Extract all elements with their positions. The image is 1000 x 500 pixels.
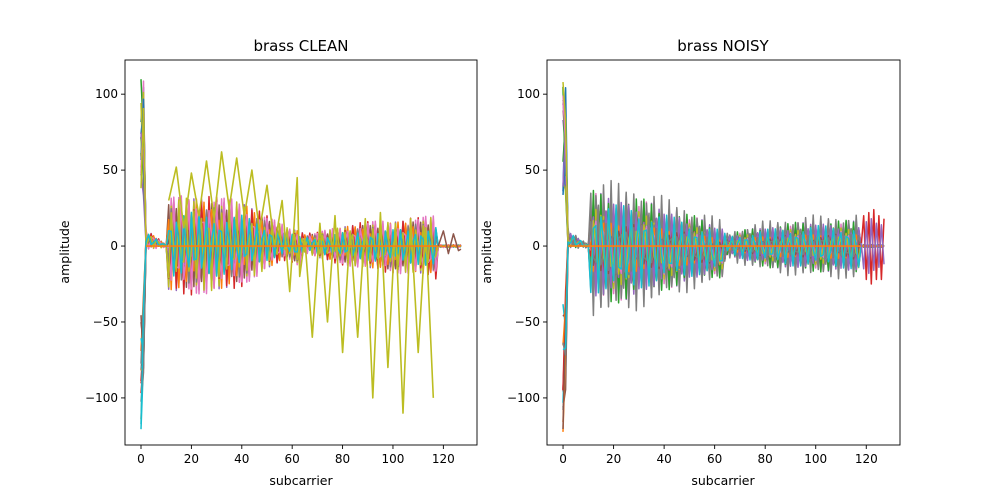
noisy-chart-title: brass NOISY (677, 37, 769, 55)
noisy-x-tick-label: 100 (804, 452, 827, 466)
noisy-y-tick-label: −100 (507, 391, 540, 405)
clean-edge-series-line-1 (437, 230, 462, 255)
clean-plot-area (140, 79, 462, 430)
noisy-y-tick-label: −50 (515, 315, 540, 329)
noisy-x-tick-label: 80 (758, 452, 773, 466)
noisy-y-tick-label: 50 (525, 163, 540, 177)
clean-x-ticks: 0 20 40 60 80 100 120 (137, 445, 455, 466)
noisy-x-ticks: 0 20 40 60 80 100 120 (559, 445, 878, 466)
noisy-y-axis-label: amplitude (479, 220, 494, 283)
noisy-y-tick-label: 100 (517, 87, 540, 101)
noisy-x-tick-label: 0 (559, 452, 567, 466)
clean-y-tick-label: 50 (103, 163, 118, 177)
clean-outlier-series-line (167, 151, 435, 414)
noisy-x-tick-label: 60 (707, 452, 722, 466)
noisy-x-tick-label: 40 (656, 452, 671, 466)
clean-subplot: brass CLEAN 0 20 40 60 80 100 120 −100 −50 0 50 10… (57, 37, 478, 488)
clean-x-tick-label: 100 (382, 452, 405, 466)
clean-axes-frame (124, 59, 478, 446)
noisy-axes-frame (546, 59, 901, 446)
noisy-x-axis-label: subcarrier (691, 473, 755, 488)
clean-y-tick-label: −100 (85, 391, 118, 405)
clean-x-tick-label: 120 (432, 452, 455, 466)
clean-y-ticks: −100 −50 0 50 100 (85, 87, 125, 405)
noisy-plot-area (562, 82, 885, 432)
clean-y-tick-label: 0 (110, 239, 118, 253)
clean-x-tick-label: 80 (335, 452, 350, 466)
noisy-edge-series-line-2 (860, 217, 885, 275)
noisy-x-tick-label: 120 (855, 452, 878, 466)
noisy-x-tick-label: 20 (606, 452, 621, 466)
clean-y-tick-label: −50 (93, 315, 118, 329)
clean-x-tick-label: 0 (137, 452, 145, 466)
clean-chart-title: brass CLEAN (253, 37, 348, 55)
clean-y-axis-label: amplitude (57, 220, 72, 283)
clean-series-line-30 (140, 211, 462, 425)
clean-x-tick-label: 60 (285, 452, 300, 466)
clean-x-axis-label: subcarrier (269, 473, 333, 488)
noisy-subplot: brass NOISY 0 20 40 60 80 100 120 −100 −50 0 50 10… (479, 37, 901, 488)
noisy-series-line-30 (562, 204, 885, 351)
noisy-y-ticks: −100 −50 0 50 100 (507, 87, 547, 405)
clean-x-tick-label: 40 (234, 452, 249, 466)
noisy-y-tick-label: 0 (532, 239, 540, 253)
clean-y-tick-label: 100 (95, 87, 118, 101)
clean-x-tick-label: 20 (184, 452, 199, 466)
